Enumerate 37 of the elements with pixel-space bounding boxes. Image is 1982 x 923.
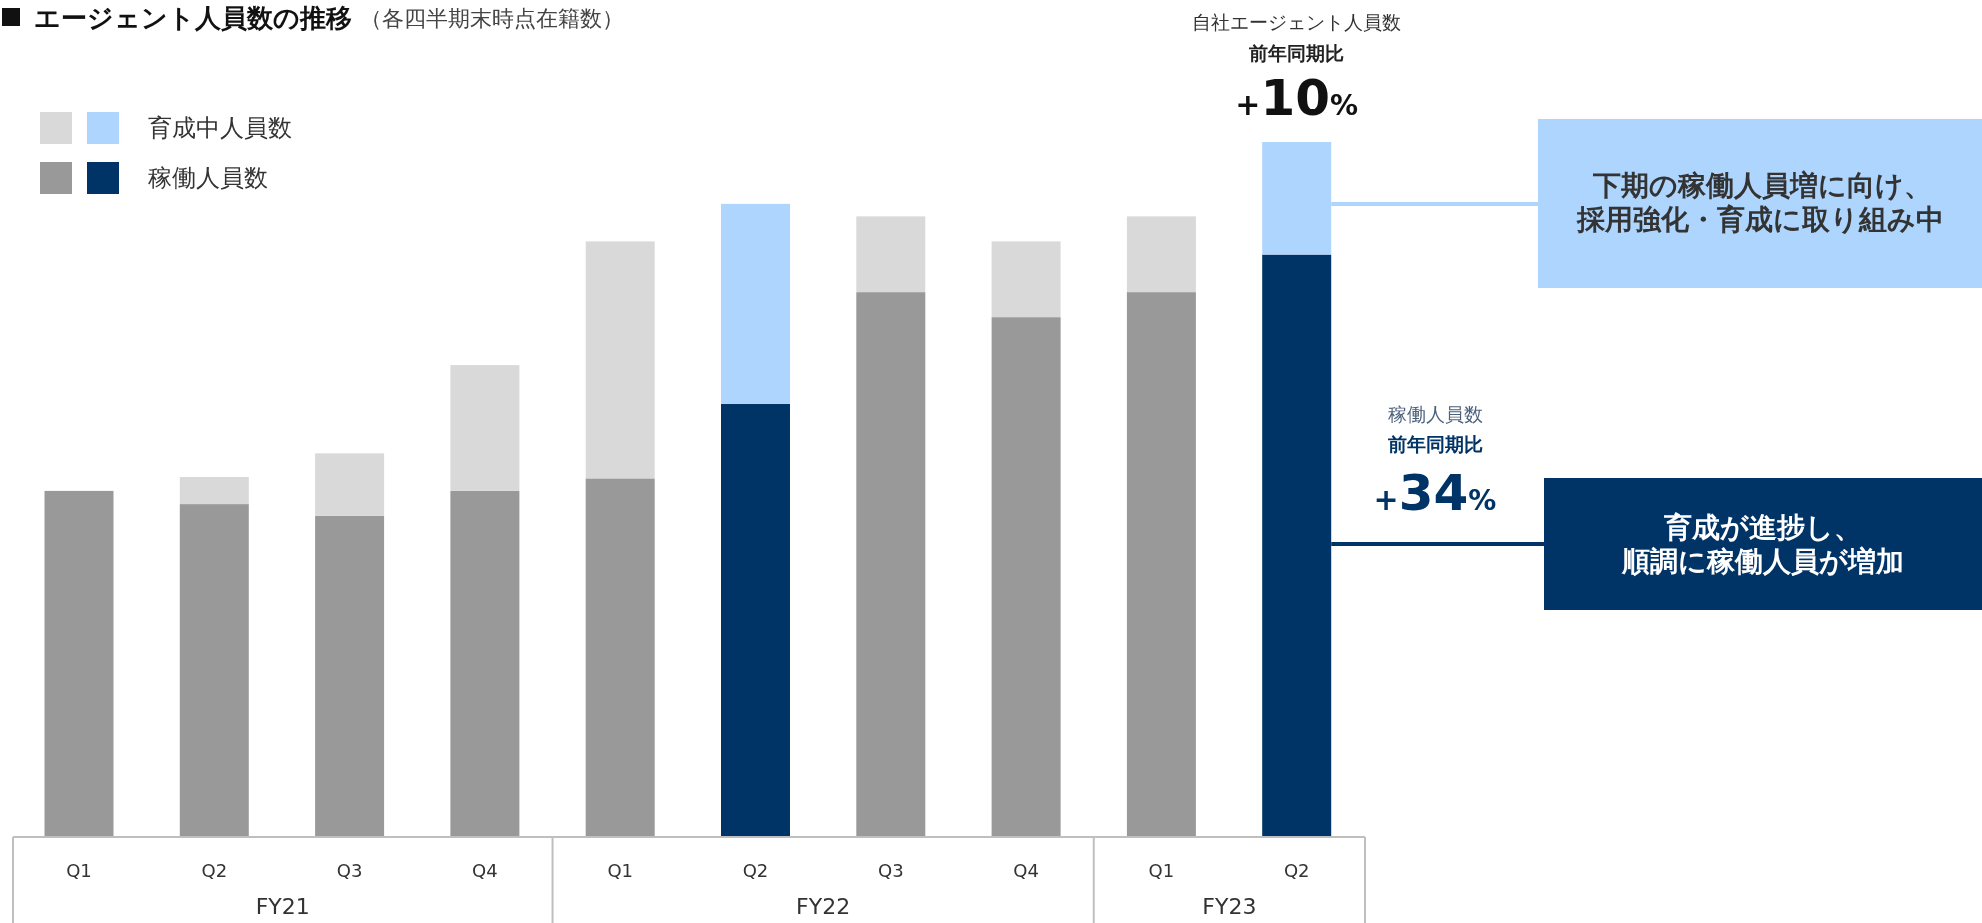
bar (1126, 292, 1196, 837)
bar (721, 203, 790, 405)
bar (179, 504, 249, 837)
chart-title: エージェント人員数の推移 (34, 3, 352, 33)
x-tick-label: Q2 (742, 859, 769, 881)
bar (585, 241, 655, 479)
legend-label: 育成中人員数 (148, 114, 292, 142)
bar (585, 478, 655, 837)
x-tick-label: Q2 (201, 859, 228, 881)
bar (179, 476, 249, 505)
bar (856, 216, 926, 293)
x-tick-label: Q4 (472, 859, 498, 881)
text: FY21 (255, 893, 310, 919)
bar (1126, 216, 1196, 293)
bar (450, 490, 520, 837)
x-tick-label: Q1 (1148, 859, 1175, 881)
yoy-active: 稼働人員数 前年同期比 +34% (1373, 403, 1497, 522)
bar (991, 317, 1061, 837)
x-tick-label: Q1 (66, 859, 92, 881)
bar (1262, 142, 1332, 255)
x-tick-label: Q4 (1013, 859, 1039, 881)
callout-training: 下期の稼働人員増に向け、 採用強化・育成に取り組み中 (1331, 119, 1982, 288)
bar (450, 365, 520, 491)
bar (315, 515, 385, 837)
legend-label: 稼働人員数 (148, 164, 268, 192)
x-tick-label: Q3 (336, 859, 363, 881)
bar (721, 404, 790, 837)
chart-subtitle: （各四半期末時点在籍数） (360, 5, 624, 31)
x-tick-label: Q3 (877, 859, 904, 881)
bar (315, 453, 385, 516)
bar (991, 241, 1061, 318)
bar (856, 292, 926, 837)
x-tick-label: Q2 (1283, 859, 1310, 881)
text: FY23 (1202, 893, 1257, 919)
x-tick-label: Q1 (607, 859, 634, 881)
text: FY22 (796, 893, 851, 919)
bar (44, 490, 114, 837)
